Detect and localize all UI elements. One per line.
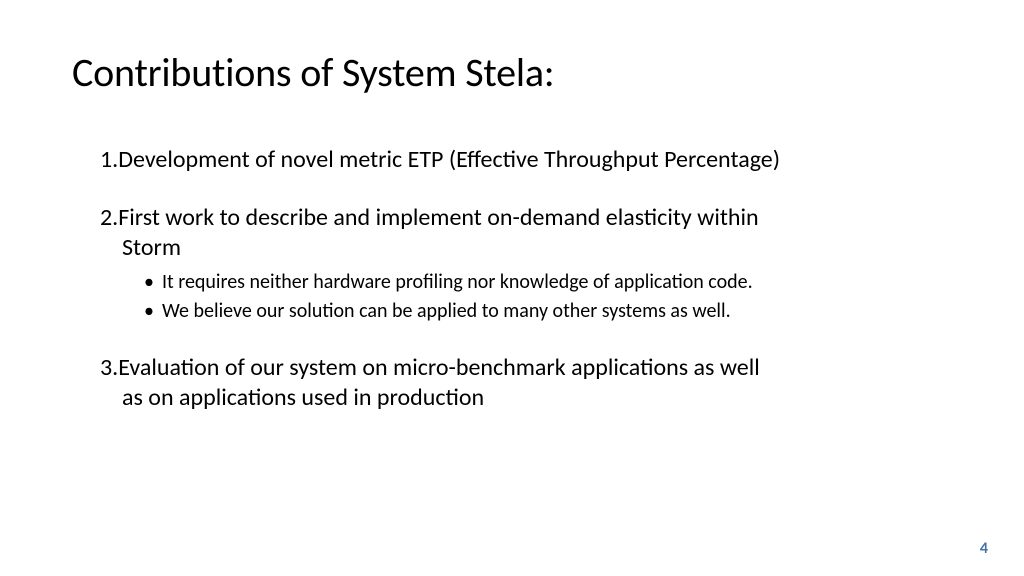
list-item: 2.First work to describe and implement o… bbox=[100, 203, 952, 325]
sub-bullet-list: It requires neither hardware profiling n… bbox=[100, 269, 952, 325]
slide-title: Contributions of System Stela: bbox=[72, 48, 952, 97]
item-number: 3. bbox=[100, 353, 118, 382]
item-text: Evaluation of our system on micro-benchm… bbox=[118, 353, 760, 382]
item-continuation: as on applications used in production bbox=[100, 383, 952, 413]
item-text: First work to describe and implement on-… bbox=[118, 203, 758, 232]
sub-bullet-item: It requires neither hardware profiling n… bbox=[144, 269, 952, 296]
sub-bullet-item: We believe our solution can be applied t… bbox=[144, 298, 952, 325]
list-item: 3.Evaluation of our system on micro-benc… bbox=[100, 353, 952, 413]
item-text: Development of novel metric ETP (Effecti… bbox=[118, 145, 780, 174]
list-item: 1.Development of novel metric ETP (Effec… bbox=[100, 145, 952, 175]
page-number: 4 bbox=[980, 539, 988, 558]
slide-content: 1.Development of novel metric ETP (Effec… bbox=[72, 145, 952, 413]
item-number: 1. bbox=[100, 145, 118, 174]
item-continuation: Storm bbox=[100, 233, 952, 263]
item-number: 2. bbox=[100, 203, 118, 232]
slide-container: Contributions of System Stela: 1.Develop… bbox=[0, 0, 1024, 576]
